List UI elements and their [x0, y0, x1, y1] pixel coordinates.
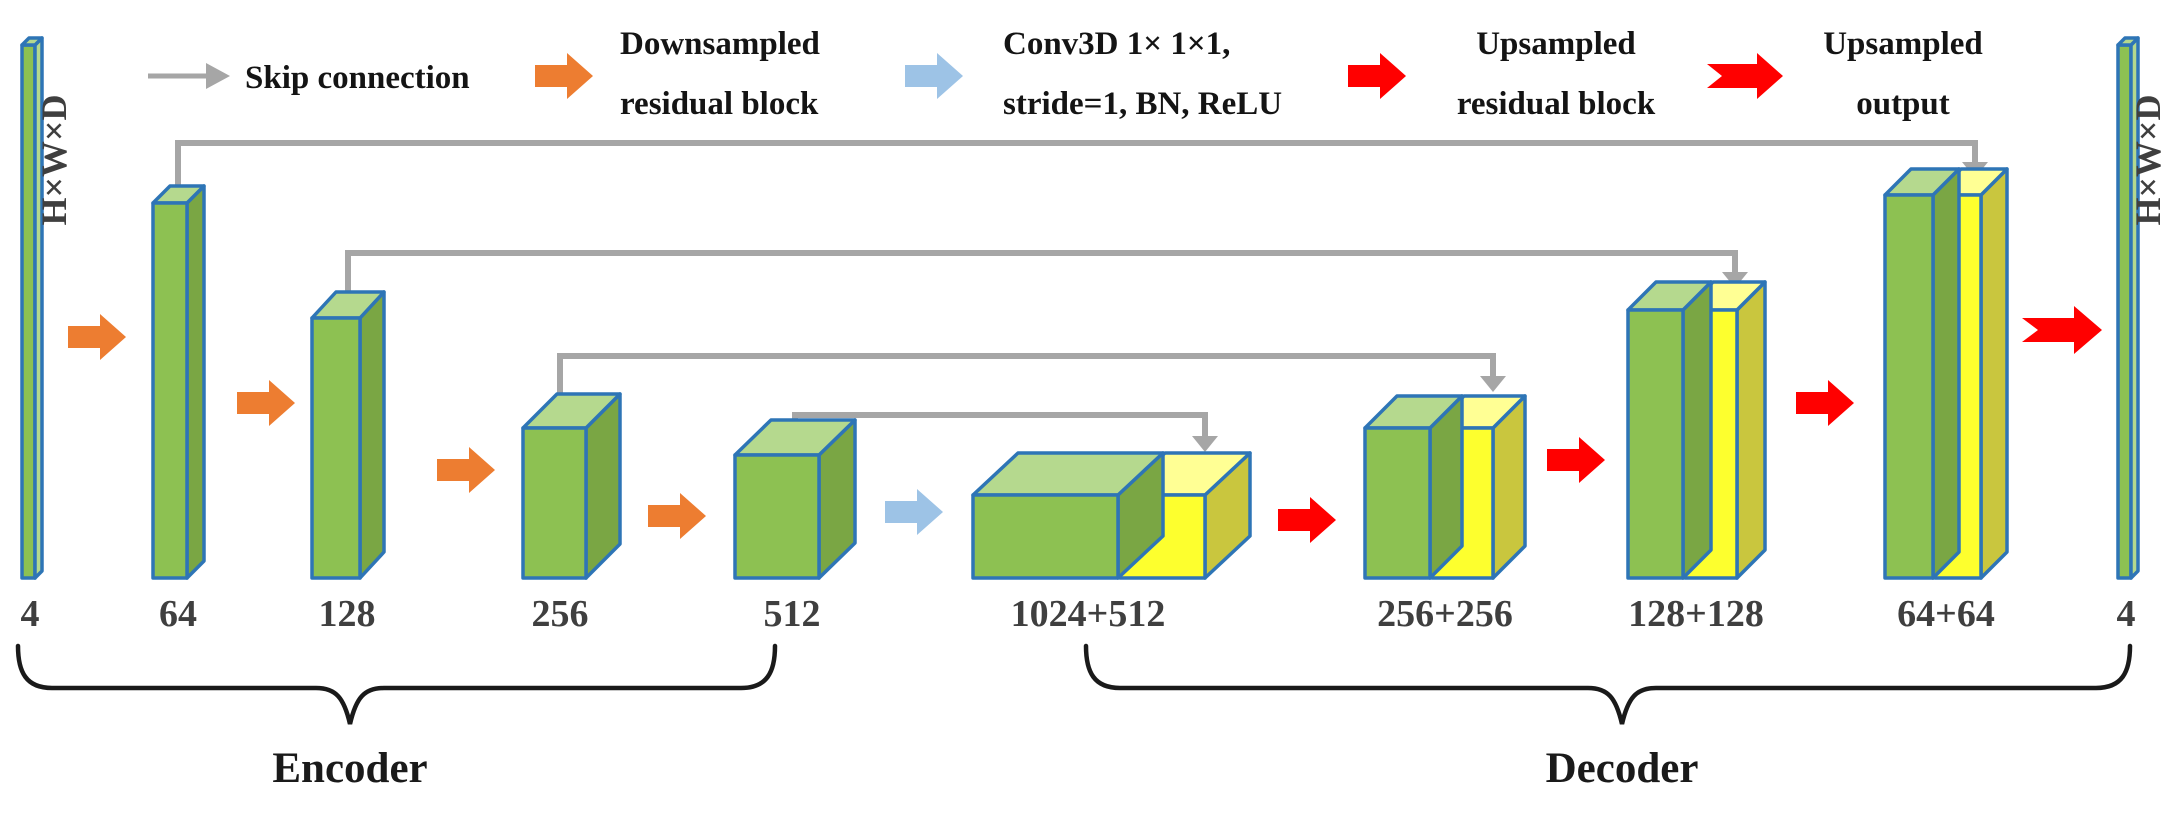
encoder-128-side: [358, 290, 386, 580]
downsample-arrow-4-icon: [648, 493, 706, 539]
decoder-128-yellow-side: [1735, 280, 1767, 580]
downsample-arrow-icon: [535, 53, 593, 99]
encoder-block-256: 256: [521, 392, 622, 635]
legend-upres-line2: residual block: [1457, 86, 1656, 122]
decoder-256-green-front: [1363, 426, 1432, 580]
decoder-128-green-front: [1626, 308, 1685, 580]
conv3d-arrow-icon: [905, 53, 963, 99]
output-channels-label: 4: [2117, 593, 2136, 635]
encoder-64-front: [151, 201, 189, 580]
decoder-brace: [1083, 643, 2133, 725]
encoder-64-side: [185, 184, 206, 580]
input-bar-top: [20, 36, 44, 47]
decoder-64-yellow-side: [1979, 167, 2009, 580]
skip-line-128: [345, 250, 1738, 300]
decoder-block-64: 64+64: [1883, 167, 2009, 635]
skip-connection-512: [792, 412, 1218, 452]
upsample-arrow-icon: [1348, 53, 1406, 99]
skip-connection-arrowhead-icon: [206, 63, 230, 89]
legend-conv-line2: stride=1, BN, ReLU: [1003, 86, 1282, 122]
flow-arrows: [68, 306, 2102, 543]
encoder-128-label: 128: [319, 593, 376, 635]
downsample-arrow-3-icon: [437, 447, 495, 493]
bottleneck-green-front: [971, 493, 1120, 580]
skip-connection-128: [345, 250, 1748, 300]
skip-connection-256: [557, 353, 1506, 402]
decoder-128-label: 128+128: [1628, 593, 1764, 635]
legend-down-line2: residual block: [620, 86, 819, 122]
legend-conv-line1: Conv3D 1× 1×1,: [1003, 26, 1230, 62]
encoder-512-front: [733, 453, 821, 580]
downsample-arrow-1-icon: [68, 314, 126, 360]
skip-arrowhead-256-icon: [1480, 376, 1506, 392]
upsample-arrow-1-icon: [1278, 497, 1336, 543]
legend-conv3d: Conv3D 1× 1×1, stride=1, BN, ReLU: [905, 26, 1282, 122]
decoder-128-green-side: [1681, 280, 1713, 580]
skip-arrowhead-128-icon: [1722, 272, 1748, 288]
legend-upsampled-residual-block: Upsampled residual block: [1348, 26, 1656, 122]
section-annotations: Encoder Decoder: [15, 643, 2133, 792]
bottleneck-label: 1024+512: [1011, 593, 1166, 635]
input-dims-label: H×W×D: [34, 94, 74, 225]
upsample-output-arrow-icon: [1707, 53, 1783, 99]
bottleneck-block: 1024+512: [971, 451, 1252, 635]
encoder-256-front: [521, 426, 588, 580]
encoder-block-512: 512: [733, 418, 857, 635]
downsample-arrow-2-icon: [237, 380, 295, 426]
input-channels-label: 4: [21, 593, 40, 635]
decoder-section-label: Decoder: [1546, 745, 1699, 792]
encoder-512-label: 512: [764, 593, 821, 635]
conv3d-arrow-bottleneck-icon: [885, 489, 943, 535]
encoder-brace: [15, 643, 778, 725]
output-volume: H×W×D 4: [2116, 36, 2168, 635]
legend-upres-line1: Upsampled: [1476, 26, 1636, 62]
legend-downsampled-residual-block: Downsampled residual block: [535, 26, 820, 122]
skip-connection-64: [175, 140, 1988, 192]
encoder-block-128: 128: [310, 290, 386, 635]
encoder-block-64: 64: [151, 184, 206, 635]
skip-line-256: [557, 353, 1496, 402]
legend-upout-line2: output: [1856, 86, 1950, 122]
encoder-256-label: 256: [532, 593, 589, 635]
legend-skip-label: Skip connection: [245, 60, 470, 96]
legend-upsampled-output: Upsampled output: [1707, 26, 1983, 122]
decoder-block-256: 256+256: [1363, 394, 1527, 635]
legend: Skip connection Downsampled residual blo…: [148, 26, 1983, 122]
legend-upout-line1: Upsampled: [1823, 26, 1983, 62]
decoder-64-green-side: [1931, 167, 1961, 580]
decoder-block-128: 128+128: [1626, 280, 1767, 635]
encoder-section-label: Encoder: [272, 745, 427, 792]
decoder-64-green-front: [1883, 193, 1935, 580]
input-volume: H×W×D 4: [20, 36, 74, 635]
legend-skip-connection: Skip connection: [148, 60, 470, 96]
encoder-128-front: [310, 316, 362, 580]
decoder-64-label: 64+64: [1897, 593, 1995, 635]
upsample-arrow-2-icon: [1547, 437, 1605, 483]
skip-connections: [175, 140, 1988, 452]
skip-line-64: [175, 140, 1978, 192]
legend-down-line1: Downsampled: [620, 26, 820, 62]
output-bar-top: [2116, 36, 2140, 47]
skip-arrowhead-512-icon: [1192, 436, 1218, 452]
upsample-output-arrow-final-icon: [2022, 306, 2102, 354]
decoder-256-label: 256+256: [1377, 593, 1513, 635]
upsample-arrow-3-icon: [1796, 380, 1854, 426]
encoder-64-label: 64: [159, 593, 197, 635]
output-dims-label: H×W×D: [2128, 94, 2168, 225]
